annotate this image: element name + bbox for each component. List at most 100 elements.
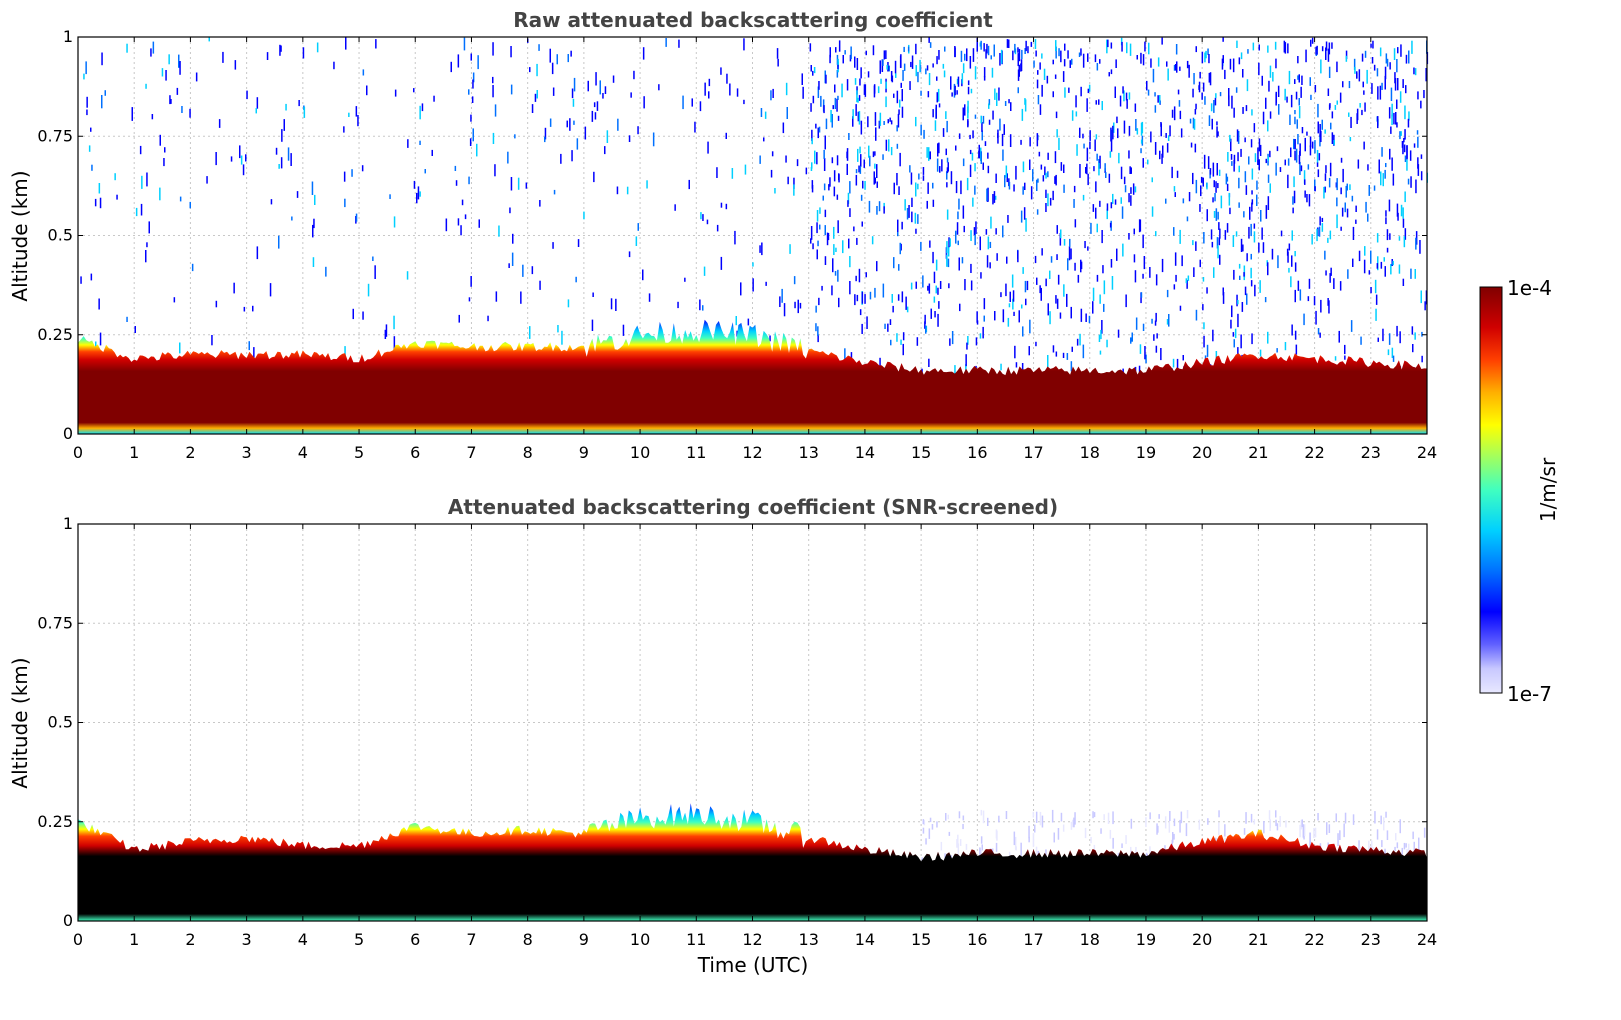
noise-speck <box>1240 334 1242 349</box>
noise-speck <box>591 110 594 122</box>
noise-speck <box>1420 154 1423 159</box>
noise-speck <box>1186 216 1189 222</box>
noise-speck <box>1291 255 1293 267</box>
noise-speck <box>893 257 895 269</box>
noise-speck <box>1179 110 1182 120</box>
noise-speck <box>1423 827 1426 838</box>
noise-speck <box>1328 66 1331 78</box>
noise-speck <box>99 197 102 209</box>
noise-speck <box>1099 350 1102 355</box>
noise-speck <box>1321 46 1324 52</box>
noise-speck <box>810 167 813 171</box>
noise-speck <box>1396 842 1399 849</box>
noise-speck <box>890 339 892 346</box>
noise-speck <box>1298 98 1300 106</box>
x-tick-label: 0 <box>73 443 83 462</box>
noise-speck <box>974 232 976 246</box>
noise-speck <box>1259 144 1262 156</box>
noise-speck <box>1419 240 1421 254</box>
noise-speck <box>1299 161 1301 175</box>
noise-speck <box>1171 166 1173 179</box>
noise-speck <box>893 93 895 98</box>
noise-speck <box>915 116 917 127</box>
noise-speck <box>1402 278 1405 286</box>
noise-speck <box>885 139 888 151</box>
noise-speck <box>1233 339 1235 348</box>
noise-speck <box>720 202 723 208</box>
noise-speck <box>1249 206 1251 220</box>
noise-speck <box>445 218 448 232</box>
noise-speck <box>1159 150 1161 160</box>
noise-speck <box>1323 186 1325 199</box>
noise-speck <box>1236 129 1239 142</box>
noise-speck <box>972 48 975 62</box>
noise-speck <box>1376 68 1379 77</box>
noise-speck <box>1386 58 1389 67</box>
noise-speck <box>1262 242 1265 253</box>
noise-speck <box>539 200 541 207</box>
noise-speck <box>1110 202 1113 209</box>
noise-speck <box>1024 48 1026 54</box>
noise-speck <box>1140 292 1143 298</box>
noise-speck <box>1414 68 1417 76</box>
noise-speck <box>283 119 285 131</box>
noise-speck <box>1202 277 1205 282</box>
noise-speck <box>853 226 855 232</box>
noise-speck <box>1075 95 1077 108</box>
noise-speck <box>986 43 988 54</box>
noise-speck <box>966 177 969 191</box>
noise-speck <box>1338 330 1340 343</box>
noise-speck <box>956 90 958 95</box>
noise-speck <box>1415 179 1417 194</box>
noise-speck <box>1041 53 1043 59</box>
noise-speck <box>811 185 814 193</box>
noise-speck <box>915 182 917 197</box>
noise-speck <box>1331 111 1334 119</box>
noise-speck <box>367 283 370 297</box>
noise-speck <box>529 67 531 73</box>
noise-speck <box>1382 173 1384 187</box>
noise-speck <box>522 264 524 277</box>
noise-speck <box>1259 280 1261 293</box>
noise-speck <box>1128 193 1130 203</box>
noise-speck <box>591 319 594 331</box>
noise-speck <box>1160 348 1162 361</box>
noise-speck <box>1345 55 1348 62</box>
noise-speck <box>1092 287 1095 301</box>
noise-speck <box>1173 284 1176 290</box>
noise-speck <box>987 236 990 250</box>
noise-speck <box>1063 164 1065 173</box>
noise-speck <box>829 47 831 58</box>
noise-speck <box>1088 315 1091 324</box>
noise-speck <box>1335 813 1337 822</box>
noise-speck <box>802 86 804 99</box>
noise-speck <box>538 44 540 51</box>
noise-speck <box>1237 300 1239 305</box>
noise-speck <box>1405 843 1407 848</box>
noise-speck <box>910 172 913 185</box>
noise-speck <box>1068 246 1071 261</box>
noise-speck <box>1154 92 1156 97</box>
noise-speck <box>1299 143 1301 156</box>
noise-speck <box>1230 319 1232 329</box>
noise-speck <box>1251 168 1254 180</box>
noise-speck <box>1318 153 1321 161</box>
noise-speck <box>928 358 930 367</box>
noise-speck <box>824 225 826 236</box>
noise-speck <box>1284 42 1287 54</box>
noise-speck <box>1252 42 1255 51</box>
noise-speck <box>1358 69 1361 82</box>
noise-speck <box>1304 190 1306 198</box>
noise-speck <box>965 354 967 367</box>
noise-speck <box>967 336 969 345</box>
noise-speck <box>1388 107 1391 119</box>
noise-speck <box>873 85 876 98</box>
noise-speck <box>628 135 631 142</box>
noise-speck <box>877 86 880 94</box>
noise-speck <box>947 814 949 820</box>
noise-speck <box>492 132 495 144</box>
noise-speck <box>343 126 345 133</box>
noise-speck <box>218 119 221 128</box>
noise-speck <box>747 318 750 326</box>
noise-speck <box>1340 157 1343 163</box>
